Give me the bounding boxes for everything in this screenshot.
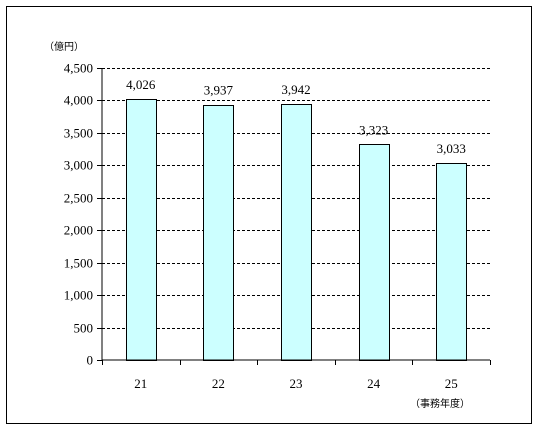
y-tick-label: 4,500 [64,61,93,76]
bar-24 [359,144,390,361]
x-tick-label-23: 23 [290,376,303,391]
x-tick-label-22: 22 [212,376,225,391]
x-tick-label-25: 25 [445,376,458,391]
data-label-25: 3,033 [437,141,466,156]
axes [97,68,491,365]
data-label-21: 4,026 [126,77,156,92]
bars [126,99,467,361]
data-label-23: 3,942 [281,82,310,97]
bar-22 [203,105,234,361]
y-tick-label: 3,500 [64,126,93,141]
y-unit-label: （億円） [44,40,84,53]
y-tick-label: 2,500 [64,191,93,206]
data-label-24: 3,323 [359,122,388,137]
y-tick-label: 3,000 [64,158,93,173]
bar-21 [126,99,157,361]
y-tick-label: 1,500 [64,256,93,271]
y-tick-label: 4,000 [64,93,93,108]
data-label-22: 3,937 [204,83,234,98]
x-unit-label: （事務年度） [410,397,470,410]
x-tick-label-21: 21 [134,376,147,391]
x-tick-labels: 21 22 23 24 25 [134,376,457,391]
data-labels: 4,026 3,937 3,942 3,323 3,033 [126,77,466,156]
y-tick-label: 0 [87,353,94,368]
y-tick-label: 2,000 [64,223,93,238]
x-tick-label-24: 24 [367,376,381,391]
y-tick-label: 1,000 [64,288,93,303]
bar-23 [281,104,312,361]
y-tick-labels: 0 500 1,000 1,500 2,000 2,500 3,000 3,500 4,000 4… [64,61,93,368]
bar-25 [436,163,467,361]
y-tick-label: 500 [74,321,94,336]
